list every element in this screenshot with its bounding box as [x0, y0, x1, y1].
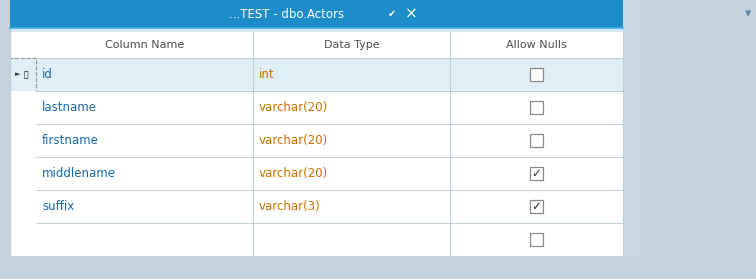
Bar	[530, 134, 543, 147]
Bar	[10, 223, 36, 256]
Bar	[10, 223, 623, 256]
Text: varchar(20): varchar(20)	[259, 101, 328, 114]
Text: varchar(3): varchar(3)	[259, 200, 321, 213]
Bar	[640, 0, 756, 279]
Bar	[10, 91, 36, 124]
Text: firstname: firstname	[42, 134, 99, 147]
Text: Data Type: Data Type	[324, 40, 380, 50]
Bar	[530, 167, 543, 180]
Text: ×: ×	[405, 6, 418, 21]
Bar	[10, 58, 623, 91]
Text: ...TEST - dbo.Actors: ...TEST - dbo.Actors	[229, 8, 344, 20]
Bar	[10, 157, 623, 190]
Bar	[530, 101, 543, 114]
Bar	[10, 28, 623, 32]
Bar	[623, 0, 756, 28]
Text: id: id	[42, 68, 53, 81]
Bar	[623, 28, 640, 256]
Bar	[530, 233, 543, 246]
Bar	[10, 190, 623, 223]
Text: ✔: ✔	[387, 9, 395, 19]
Text: Allow Nulls: Allow Nulls	[506, 40, 567, 50]
Bar	[10, 32, 623, 58]
Text: int: int	[259, 68, 274, 81]
Bar	[10, 157, 36, 190]
Bar	[530, 200, 543, 213]
Bar	[10, 190, 36, 223]
Text: suffix: suffix	[42, 200, 74, 213]
Text: 🔑: 🔑	[24, 70, 29, 79]
Bar	[10, 58, 36, 91]
Text: ✓: ✓	[531, 200, 541, 213]
Text: ▾: ▾	[745, 8, 751, 20]
Text: ►: ►	[15, 71, 20, 78]
Text: varchar(20): varchar(20)	[259, 134, 328, 147]
Bar	[10, 91, 623, 124]
Bar	[530, 68, 543, 81]
Bar	[10, 124, 623, 157]
Text: varchar(20): varchar(20)	[259, 167, 328, 180]
Bar	[10, 124, 36, 157]
Text: lastname: lastname	[42, 101, 97, 114]
Bar	[10, 0, 623, 28]
Text: Column Name: Column Name	[105, 40, 184, 50]
Text: ✓: ✓	[531, 167, 541, 180]
Bar	[0, 256, 756, 279]
Text: middlename: middlename	[42, 167, 116, 180]
